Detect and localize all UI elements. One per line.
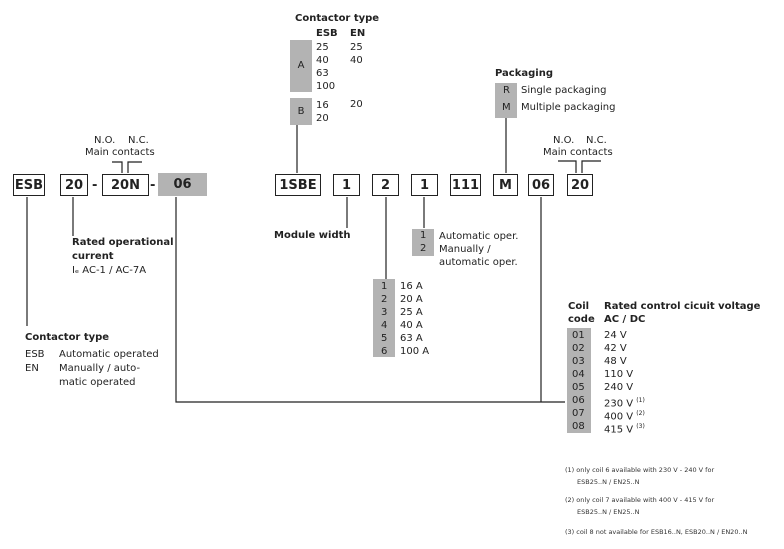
coil-voltage-list: 24 V 42 V 48 V 110 V 240 V 230 V (1) 400…	[604, 330, 645, 436]
type-a: A	[290, 40, 312, 92]
nc-label: N.C.	[128, 135, 149, 146]
footnote-3: (3) coil 8 not available for ESB16..N, E…	[565, 528, 748, 536]
coil-code-header: Coil code	[568, 301, 595, 325]
code-esb: ESB	[13, 174, 45, 196]
nc-label: N.C.	[586, 135, 607, 146]
coil-voltage-header: Rated control cicuit voltage AC / DC	[604, 301, 761, 325]
contactor-type-codes: ESB EN	[25, 349, 45, 374]
op-code: 1	[420, 230, 427, 241]
code-packaging: M	[493, 174, 518, 196]
type-a-en: 25 40	[350, 42, 363, 66]
current-codes	[373, 279, 395, 357]
contactor-type-bottom-title: Contactor type	[25, 332, 110, 343]
code-contacts-right: 20	[567, 174, 593, 196]
module-width-label: Module width	[274, 230, 351, 241]
code-coil: 06	[158, 173, 207, 196]
code-fixed: 111	[450, 174, 481, 196]
op-code: 2	[420, 243, 427, 254]
contactor-type-title: Contactor type	[295, 13, 380, 24]
packaging-title: Packaging	[495, 68, 553, 79]
no-label: N.O.	[553, 135, 575, 146]
contactor-type-labels: Automatic operated Manually / auto- mati…	[59, 349, 159, 388]
pkg-code: M	[502, 102, 511, 113]
code-contacts: 20N	[102, 174, 149, 196]
pkg-code: R	[503, 85, 510, 96]
code-operation: 1	[411, 174, 438, 196]
code-module: 1	[333, 174, 360, 196]
line-coil-left	[175, 197, 565, 403]
rated-current-title: Rated operational current	[72, 237, 174, 262]
separator: -	[92, 178, 98, 193]
line-contacts-right	[558, 160, 601, 173]
separator: -	[150, 178, 156, 193]
pkg-label: Single packaging	[521, 85, 607, 96]
main-contacts-label: Main contacts	[543, 147, 613, 158]
main-contacts-label: Main contacts	[85, 147, 155, 158]
packaging-codes	[495, 83, 517, 118]
code-rating: 20	[60, 174, 88, 196]
current-value-list: 16 A 20 A 25 A 40 A 63 A 100 A	[400, 281, 430, 357]
operation-codes	[412, 229, 434, 256]
code-coil-right: 06	[528, 174, 554, 196]
col-en: EN	[350, 28, 366, 39]
no-label: N.O.	[94, 135, 116, 146]
coil-code-list: 01 02 03 04 05 06 07 08	[572, 330, 585, 432]
type-b-esb: 16 20	[316, 100, 329, 124]
rated-current-sub: Iₑ AC-1 / AC-7A	[72, 265, 147, 276]
operation-labels: Automatic oper. Manually / automatic ope…	[439, 231, 519, 268]
type-a-esb: 25 40 63 100	[316, 42, 336, 92]
line-contacts-left	[112, 161, 142, 173]
footnote-1: (1) only coil 6 available with 230 V - 2…	[565, 466, 715, 486]
footnote-2: (2) only coil 7 available with 400 V - 4…	[565, 496, 715, 516]
type-b: B	[290, 98, 312, 125]
pkg-label: Multiple packaging	[521, 102, 616, 113]
code-1sbe: 1SBE	[275, 174, 321, 196]
code-current: 2	[372, 174, 399, 196]
col-esb: ESB	[316, 28, 338, 39]
type-b-en: 20	[350, 99, 363, 110]
coil-codes-bg	[567, 328, 591, 433]
